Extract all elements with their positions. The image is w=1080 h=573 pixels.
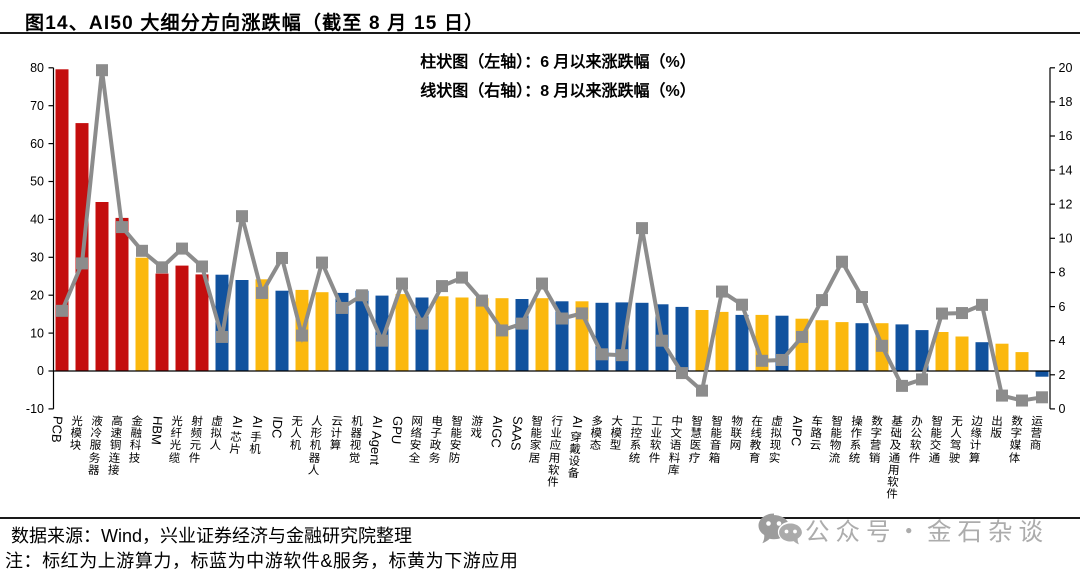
svg-text:4: 4 [1059,334,1066,348]
svg-text:20: 20 [1059,61,1073,75]
svg-text:10: 10 [30,326,44,340]
svg-text:70: 70 [30,99,44,113]
svg-text:12: 12 [1059,197,1073,211]
svg-text:0: 0 [37,364,44,378]
svg-text:20: 20 [30,288,44,302]
svg-text:60: 60 [30,137,44,151]
svg-text:10: 10 [1059,232,1073,246]
svg-text:14: 14 [1059,163,1073,177]
svg-text:30: 30 [30,251,44,265]
svg-text:80: 80 [30,61,44,75]
svg-text:16: 16 [1059,129,1073,143]
svg-text:-10: -10 [26,402,44,416]
svg-text:50: 50 [30,175,44,189]
svg-text:40: 40 [30,213,44,227]
svg-text:18: 18 [1059,95,1073,109]
svg-text:2: 2 [1059,368,1066,382]
svg-text:8: 8 [1059,266,1066,280]
svg-text:6: 6 [1059,300,1066,314]
svg-text:0: 0 [1059,402,1066,416]
